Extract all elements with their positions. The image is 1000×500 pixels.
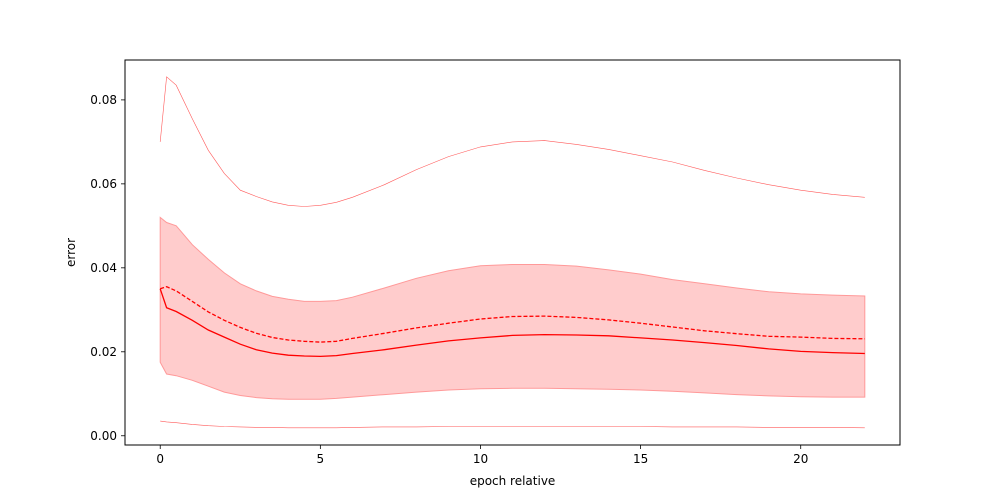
x-tick-label: 20 — [793, 452, 808, 466]
x-tick-label: 10 — [473, 452, 488, 466]
x-tick-label: 0 — [156, 452, 164, 466]
plot-area — [159, 76, 866, 429]
x-axis: 0 5 10 15 20 — [156, 445, 808, 466]
y-tick-label: 0.04 — [90, 261, 117, 275]
y-tick-label: 0.02 — [90, 345, 117, 359]
series-line-bound-4 — [160, 420, 865, 429]
x-tick-label: 5 — [317, 452, 325, 466]
y-tick-label: 0.00 — [90, 429, 117, 443]
series-line-dashed — [159, 286, 865, 343]
confidence-band — [159, 216, 866, 400]
y-tick-label: 0.06 — [90, 177, 117, 191]
y-axis-label: error — [64, 238, 78, 267]
series-line-bound-3 — [159, 76, 865, 207]
series-line-solid — [159, 288, 865, 358]
plot-frame — [124, 59, 901, 446]
y-tick-label: 0.08 — [90, 93, 117, 107]
x-axis-label: epoch relative — [470, 474, 556, 488]
x-tick-label: 15 — [633, 452, 648, 466]
y-axis: 0.00 0.02 0.04 0.06 0.08 — [90, 93, 125, 443]
